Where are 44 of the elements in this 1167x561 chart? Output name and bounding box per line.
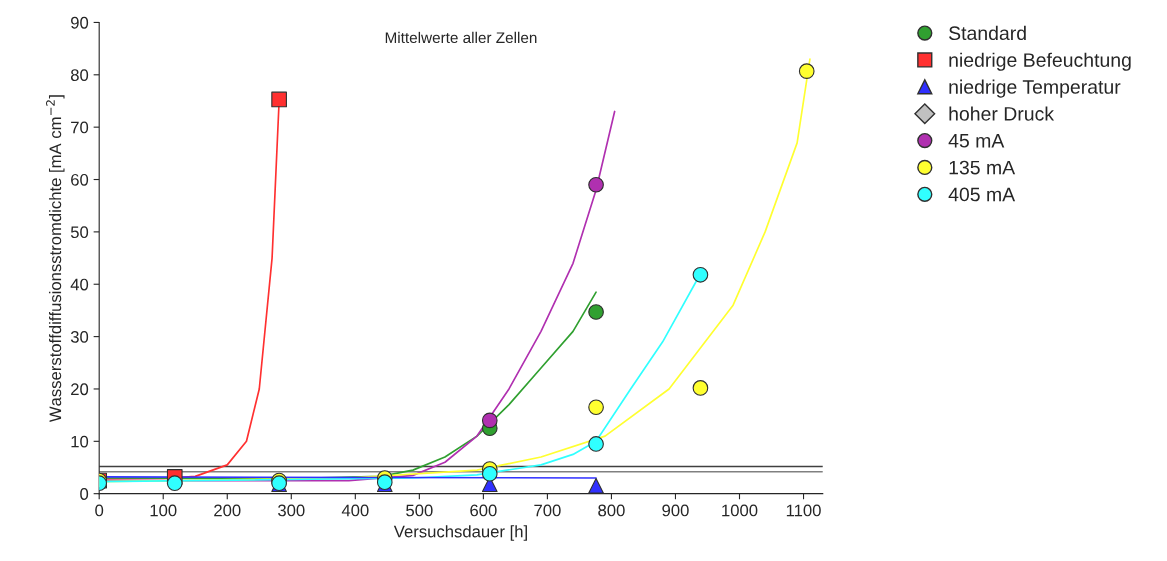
y-tick-label: 70 [71, 121, 89, 134]
x-tick-label: 400 [341, 504, 369, 517]
point [166, 475, 183, 492]
x-tick-label: 1000 [722, 504, 758, 517]
y-tick-label: 80 [70, 69, 89, 81]
point [588, 304, 604, 320]
x-tick-label: 300 [278, 504, 305, 517]
y-tick-label: 30 [70, 331, 89, 343]
point [798, 63, 815, 79]
legend-label: 405 mA [948, 187, 1016, 202]
legend-label: Standard [949, 25, 1026, 41]
x-tick-label: 500 [406, 504, 433, 517]
x-tick-label: 600 [470, 504, 497, 517]
point [481, 412, 498, 429]
y-tick-label: 20 [71, 383, 89, 396]
legend-label: 135 mA [949, 160, 1016, 175]
y-tick-label: 40 [70, 278, 89, 291]
x-tick-label: 0 [95, 504, 104, 517]
point [271, 91, 287, 108]
x-tick-label: 1100 [786, 504, 821, 517]
point [588, 477, 604, 494]
x-tick-label: 700 [534, 504, 561, 517]
x-tick-label: 100 [150, 504, 177, 517]
y-axis-title: Wasserstoffdiffusionsstromdichte [mA cm$^{−2}$] [46, 95, 65, 423]
x-tick-label: 200 [214, 504, 241, 517]
x-tick-label: 800 [598, 504, 625, 517]
y-tick-label: 90 [71, 16, 89, 29]
x-tick-label: 900 [662, 504, 689, 517]
legend-label: niedrige Befeuchtung [949, 52, 1131, 71]
point [588, 176, 604, 193]
point [692, 266, 709, 283]
y-tick-label: 0 [80, 488, 89, 500]
legend-label: 45 mA [948, 134, 1005, 148]
point [692, 380, 709, 396]
point [481, 465, 498, 482]
point [588, 399, 604, 416]
point [588, 436, 604, 452]
y-tick-label: 60 [71, 173, 89, 186]
legend-label: hoher Druck [949, 106, 1055, 121]
x-axis-title: Versuchsdauer [h] [393, 525, 527, 541]
y-tick-label: 10 [71, 435, 89, 448]
chart-title: Mittelwerte aller Zellen [385, 31, 537, 44]
y-tick-label: 50 [70, 226, 89, 239]
legend-label: niedrige Temperatur [949, 79, 1121, 98]
